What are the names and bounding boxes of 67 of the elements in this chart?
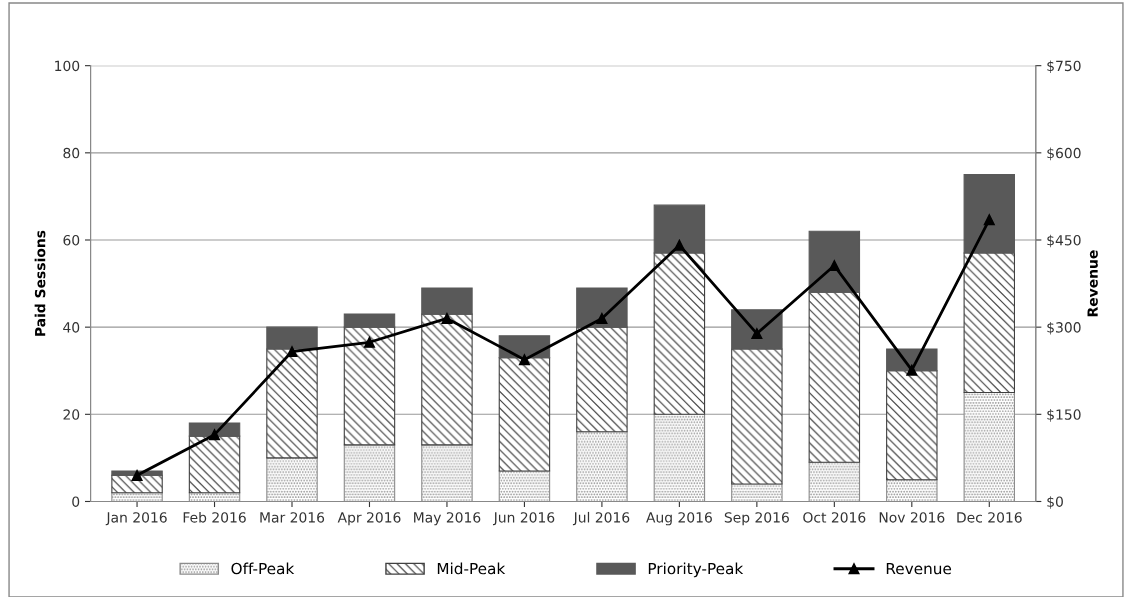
bar xyxy=(886,479,938,502)
bar xyxy=(343,326,396,446)
y2-tick-label: $600 xyxy=(1047,147,1081,161)
y-tick-label: 40 xyxy=(63,322,80,333)
bar xyxy=(343,313,396,328)
x-tick-label: Jan 2016 xyxy=(105,512,167,526)
bar xyxy=(963,391,1016,502)
bar xyxy=(808,291,861,463)
legend-label: Revenue xyxy=(886,562,952,575)
bar xyxy=(731,483,783,502)
y2-axis-title: Revenue xyxy=(1087,250,1098,317)
y2-tick-label: $300 xyxy=(1047,321,1081,335)
point xyxy=(131,469,143,481)
bar xyxy=(498,357,551,472)
y2-tick-label: $150 xyxy=(1047,409,1081,422)
legend-label: Priority-Peak xyxy=(648,562,744,578)
bar xyxy=(266,457,318,502)
x-tick-label: Jun 2016 xyxy=(492,512,555,526)
y-tick-label: 0 xyxy=(72,496,80,507)
bar xyxy=(653,413,706,502)
x-tick-label: Nov 2016 xyxy=(879,512,945,523)
bar xyxy=(576,326,628,433)
x-tick-label: Sep 2016 xyxy=(724,512,789,526)
y-tick-label: 100 xyxy=(55,60,80,72)
x-tick-label: May 2016 xyxy=(414,512,481,526)
legend-label: Off-Peak xyxy=(231,562,295,575)
point xyxy=(441,312,453,324)
bar xyxy=(421,313,473,446)
bar xyxy=(266,348,318,459)
bar xyxy=(963,252,1016,394)
bar xyxy=(498,470,551,502)
bar xyxy=(343,444,396,502)
y-tick-label: 60 xyxy=(63,234,80,246)
x-tick-label: Oct 2016 xyxy=(803,512,866,523)
bar xyxy=(421,287,473,315)
point xyxy=(518,354,530,366)
bar xyxy=(576,431,628,502)
x-tick-label: Dec 2016 xyxy=(957,512,1022,523)
bar xyxy=(653,252,706,415)
y2-tick-label: $750 xyxy=(1047,60,1081,73)
bar xyxy=(886,370,938,481)
x-tick-label: Jul 2016 xyxy=(572,511,630,526)
y-tick-label: 20 xyxy=(63,409,80,420)
point xyxy=(596,312,608,324)
y2-tick-label: $450 xyxy=(1047,234,1081,248)
point xyxy=(983,214,995,226)
y-tick-label: 80 xyxy=(63,147,80,159)
point xyxy=(906,364,918,376)
bar xyxy=(653,204,706,254)
point xyxy=(363,336,376,348)
x-tick-label: Aug 2016 xyxy=(646,512,712,526)
point xyxy=(286,346,298,358)
x-tick-label: Feb 2016 xyxy=(183,511,246,523)
bar xyxy=(266,326,318,350)
bar xyxy=(188,435,241,494)
x-tick-label: Apr 2016 xyxy=(337,512,401,526)
bar xyxy=(963,174,1016,254)
bar xyxy=(421,444,473,502)
point xyxy=(208,429,221,441)
y-axis-title: Paid Sessions xyxy=(34,230,46,336)
bar xyxy=(576,287,628,328)
bar xyxy=(731,348,783,485)
y2-tick-label: $0 xyxy=(1047,496,1063,509)
legend-label: Mid-Peak xyxy=(437,562,506,575)
bar xyxy=(808,230,861,293)
bar xyxy=(808,461,861,502)
x-tick-label: Mar 2016 xyxy=(260,512,325,523)
